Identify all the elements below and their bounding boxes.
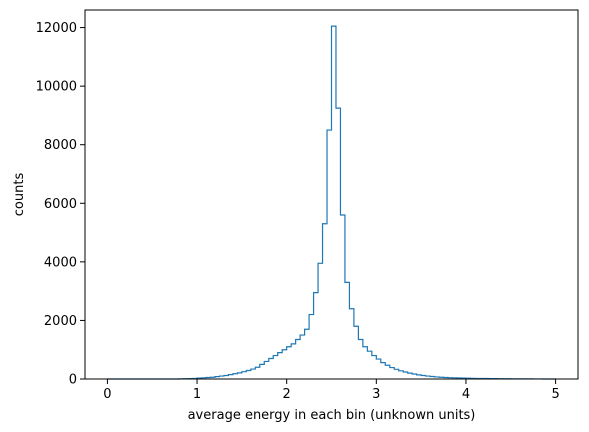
histogram-series-line [107,25,557,380]
axes-frame [84,9,579,380]
x-tick-label: 2 [283,387,291,402]
y-tick-label: 12000 [36,21,77,36]
y-tick-label: 10000 [36,80,77,95]
x-tick-label: 0 [103,387,111,402]
y-tick-label: 0 [69,373,77,388]
y-tick-label: 4000 [44,255,77,270]
x-tick-label: 3 [372,387,380,402]
y-axis-ticks: 0 2000 4000 6000 8000 10000 12000 [36,21,85,388]
y-axis-label: counts [12,173,27,217]
y-tick-label: 8000 [44,138,77,153]
y-tick-label: 2000 [44,314,77,329]
x-tick-label: 4 [462,387,470,402]
y-tick-label: 6000 [44,197,77,212]
x-tick-label: 5 [551,387,559,402]
x-axis-ticks: 0 1 2 3 4 5 [103,379,560,402]
x-axis-label: average energy in each bin (unknown unit… [188,408,476,423]
x-tick-label: 1 [193,387,201,402]
plot-area [107,25,557,380]
